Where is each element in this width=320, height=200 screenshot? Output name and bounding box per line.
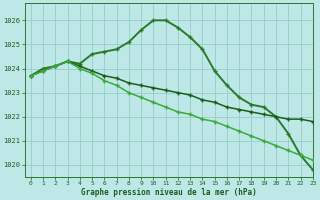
X-axis label: Graphe pression niveau de la mer (hPa): Graphe pression niveau de la mer (hPa) — [81, 188, 257, 197]
